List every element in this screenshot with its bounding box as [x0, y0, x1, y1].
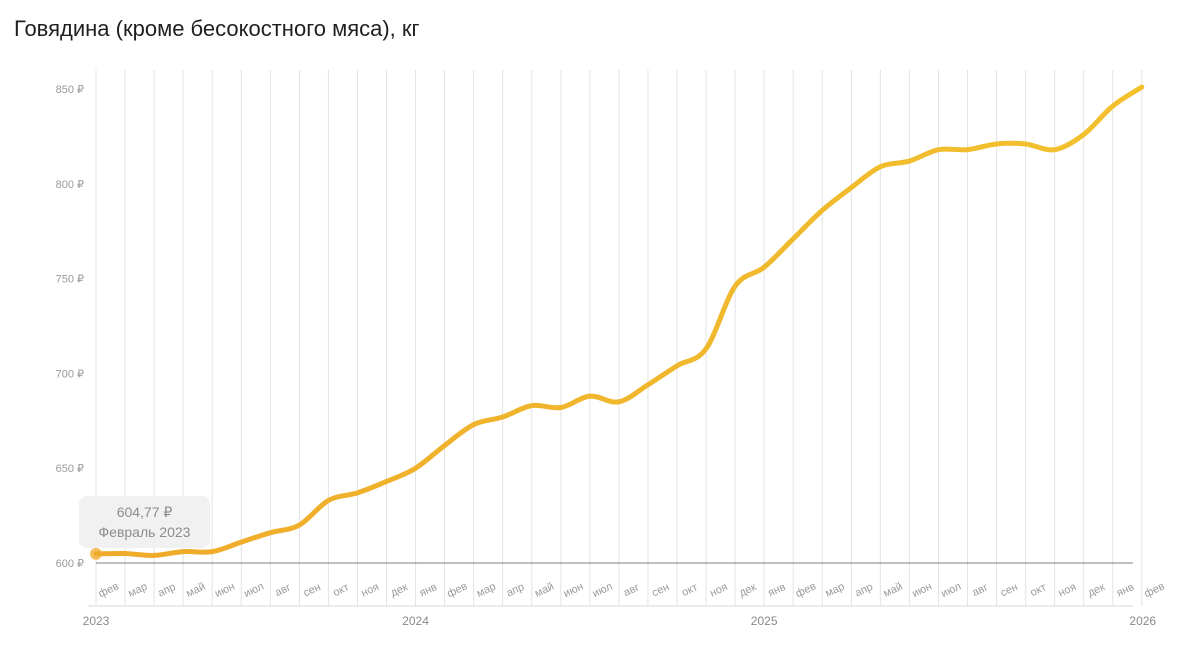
x-tick-label: июн	[910, 581, 934, 601]
x-tick-label: июл	[242, 580, 266, 600]
year-label: 2024	[402, 614, 429, 628]
x-tick-label: сен	[999, 581, 1020, 599]
x-tick-label: окт	[680, 581, 700, 599]
x-tick-label: июн	[562, 581, 586, 601]
x-tick-label: окт	[331, 581, 351, 599]
x-tick-label: ноя	[708, 581, 730, 600]
x-tick-label: дек	[1086, 581, 1107, 599]
x-tick-label: фев	[445, 580, 469, 600]
page-title: Говядина (кроме бесокостного мяса), кг	[14, 16, 420, 41]
x-tick-label: июл	[591, 580, 615, 600]
start-point-marker	[90, 547, 102, 560]
y-tick-label: 650 ₽	[56, 463, 84, 475]
x-tick-label: янв	[766, 581, 787, 599]
x-tick-label: дек	[389, 581, 410, 599]
y-tick-label: 800 ₽	[56, 179, 84, 191]
y-tick-label: 750 ₽	[56, 274, 84, 286]
y-tick-label: 850 ₽	[56, 84, 84, 96]
year-label: 2026	[1129, 614, 1156, 628]
x-tick-label: сен	[302, 581, 323, 599]
price-line	[93, 84, 1145, 558]
x-tick-label: авг	[622, 581, 642, 599]
x-tick-label: ноя	[1057, 581, 1079, 600]
x-tick-label: апр	[505, 581, 527, 600]
x-tick-label: май	[882, 581, 905, 600]
tooltip-date: Февраль 2023	[98, 524, 191, 540]
tooltip-value: 604,77 ₽	[116, 504, 173, 520]
year-label: 2025	[751, 614, 778, 628]
value-tooltip: 604,77 ₽ Февраль 2023	[79, 496, 210, 548]
y-tick-label: 700 ₽	[56, 368, 84, 380]
y-tick-label: 600 ₽	[56, 558, 84, 570]
x-tick-label: мар	[475, 581, 498, 600]
x-tick-label: фев	[97, 580, 121, 600]
x-tick-label: май	[184, 581, 207, 600]
x-tick-label: янв	[418, 581, 439, 599]
x-tick-label: дек	[737, 581, 758, 599]
x-tick-label: янв	[1115, 581, 1136, 599]
x-tick-label: окт	[1029, 581, 1049, 599]
x-tick-label: июл	[939, 580, 963, 600]
x-tick-label: июн	[213, 581, 237, 601]
x-tick-label: авг	[273, 581, 293, 599]
x-tick-label: сен	[650, 581, 671, 599]
x-tick-label: фев	[1142, 580, 1166, 600]
x-tick-label: май	[533, 581, 556, 600]
x-tick-label: апр	[156, 581, 178, 600]
x-tick-label: мар	[126, 581, 149, 600]
x-tick-label: апр	[853, 581, 875, 600]
x-tick-label: фев	[794, 580, 818, 600]
x-tick-label: авг	[970, 581, 990, 599]
x-tick-label: ноя	[359, 581, 381, 600]
x-tick-label: мар	[823, 581, 846, 600]
year-label: 2023	[83, 614, 110, 628]
